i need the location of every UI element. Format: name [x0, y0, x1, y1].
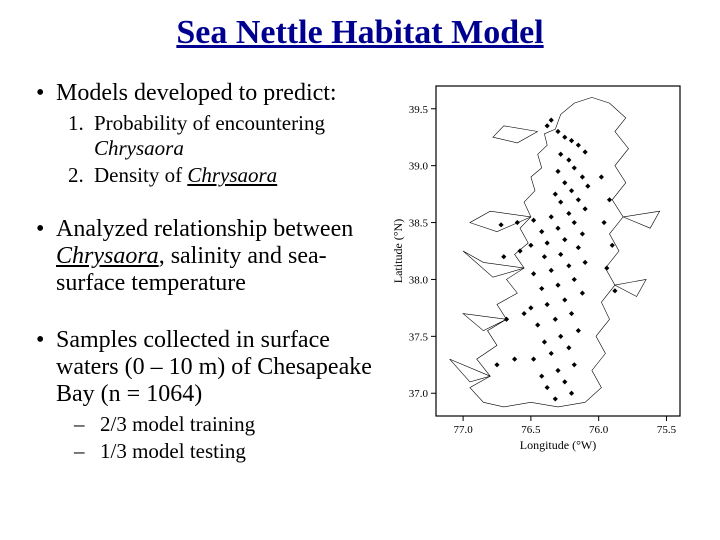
b2-text-b: Chrysaora	[56, 243, 159, 269]
text-column: Models developed to predict: 1. Probabil…	[30, 74, 390, 466]
dash-item-1: – 2/3 model training	[68, 412, 390, 437]
num-1: 1.	[68, 111, 84, 136]
bullet-analyzed: Analyzed relationship between Chrysaora,…	[30, 216, 390, 297]
map-chart: 37.0 37.5 38.0 38.5 39.0 39.5 77.0 76.5 76.0 75.5…	[390, 78, 690, 458]
bullet-predict: Models developed to predict:	[30, 80, 390, 107]
svg-text:38.0: 38.0	[409, 274, 429, 286]
d2-text: 1/3 model testing	[100, 439, 246, 463]
slide-title: Sea Nettle Habitat Model	[30, 14, 690, 52]
dash-2: –	[74, 439, 85, 464]
svg-text:37.5: 37.5	[409, 331, 429, 343]
chart-column: 37.0 37.5 38.0 38.5 39.0 39.5 77.0 76.5 76.0 75.5…	[390, 74, 690, 466]
svg-text:76.5: 76.5	[521, 424, 541, 436]
bullet-samples: Samples collected in surface waters (0 –…	[30, 327, 390, 408]
columns: Models developed to predict: 1. Probabil…	[30, 74, 690, 466]
n2-text-a: Density of	[94, 163, 187, 187]
n2-text-b: Chrysaora	[187, 163, 277, 187]
svg-text:39.5: 39.5	[409, 104, 429, 116]
numbered-item-2: 2. Density of Chrysaora	[68, 163, 390, 188]
svg-text:Latitude (°N): Latitude (°N)	[391, 219, 405, 283]
slide: Sea Nettle Habitat Model Models develope…	[0, 0, 720, 540]
svg-text:76.0: 76.0	[589, 424, 609, 436]
svg-text:39.0: 39.0	[409, 161, 429, 173]
svg-text:37.0: 37.0	[409, 388, 429, 400]
b2-text-a: Analyzed relationship between	[56, 216, 353, 242]
svg-text:75.5: 75.5	[657, 424, 677, 436]
svg-text:Longitude (°W): Longitude (°W)	[520, 438, 596, 452]
n1-text-a: Probability of encountering	[94, 111, 325, 135]
dash-item-2: – 1/3 model testing	[68, 439, 390, 464]
numbered-item-1: 1. Probability of encountering Chrysaora	[68, 111, 390, 161]
d1-text: 2/3 model training	[100, 412, 255, 436]
svg-text:77.0: 77.0	[453, 424, 473, 436]
dash-1: –	[74, 412, 85, 437]
n1-text-b: Chrysaora	[94, 136, 184, 160]
svg-text:38.5: 38.5	[409, 218, 429, 230]
num-2: 2.	[68, 163, 84, 188]
map-svg: 37.0 37.5 38.0 38.5 39.0 39.5 77.0 76.5 76.0 75.5…	[390, 78, 690, 458]
